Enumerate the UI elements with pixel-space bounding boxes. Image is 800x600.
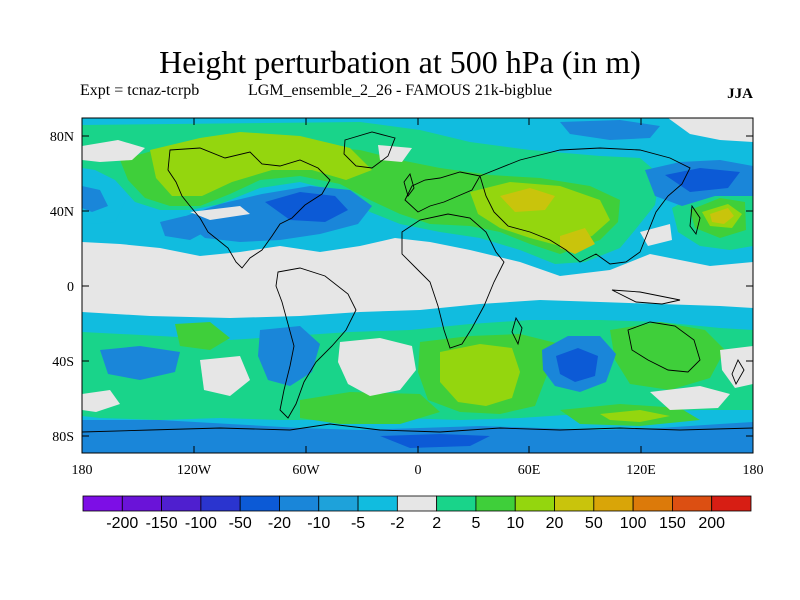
colorbar-label: 100 xyxy=(620,515,647,532)
ensemble-label: LGM_ensemble_2_26 - FAMOUS 21k-bigblue xyxy=(248,82,553,99)
latitude-axis: 80N 40N 0 40S 80S xyxy=(50,130,74,445)
lat-tick-label: 80S xyxy=(52,430,74,445)
colorbar-swatch xyxy=(514,495,555,512)
lon-tick-label: 180 xyxy=(743,463,764,478)
colorbar-swatch xyxy=(82,495,123,512)
colorbar-label: -20 xyxy=(268,515,291,532)
colorbar-swatch xyxy=(632,495,673,512)
colorbar-label: -100 xyxy=(185,515,217,532)
coastlines xyxy=(82,131,753,433)
coast-south-america xyxy=(275,267,357,419)
colorbar-label: 150 xyxy=(659,515,686,532)
polar-lows xyxy=(82,120,660,224)
colorbar-swatch xyxy=(279,495,320,512)
lat-tick-label: 40N xyxy=(50,205,74,220)
colorbar-swatch xyxy=(396,495,438,512)
lon-tick-label: 60W xyxy=(292,463,320,478)
tick-marks xyxy=(81,118,754,453)
colorbar-label: -200 xyxy=(106,515,138,532)
lat-tick-label: 0 xyxy=(67,280,74,295)
season-label: JJA xyxy=(727,86,753,102)
coast-antarctica xyxy=(82,423,753,433)
map-title: Height perturbation at 500 hPa (in m) xyxy=(159,44,641,80)
colorbar-label: 10 xyxy=(506,515,524,532)
coast-indonesia xyxy=(611,289,681,305)
north-american-low xyxy=(160,186,372,242)
colorbar-label: 50 xyxy=(585,515,603,532)
lon-tick-label: 180 xyxy=(72,463,93,478)
lon-tick-label: 60E xyxy=(518,463,541,478)
coast-europe xyxy=(404,171,481,213)
southern-lows xyxy=(82,326,753,453)
coast-japan xyxy=(689,204,701,236)
coast-new-zealand xyxy=(731,359,745,386)
coast-greenland xyxy=(343,131,396,169)
lat-tick-label: 80N xyxy=(50,130,74,145)
lon-tick-label: 120E xyxy=(626,463,656,478)
colorbar-swatch xyxy=(200,495,241,512)
colorbar-label: 2 xyxy=(432,515,441,532)
lat-tick-label: 40S xyxy=(52,355,74,370)
colorbar: -200 -150 -100 -50 -20 -10 -5 -2 2 5 10 20 50 100 150 2… xyxy=(82,495,752,532)
colorbar-swatch xyxy=(357,495,398,512)
lon-tick-label: 0 xyxy=(415,463,422,478)
colorbar-swatch xyxy=(436,495,477,512)
coast-africa xyxy=(401,213,505,349)
colorbar-label: -50 xyxy=(229,515,252,532)
siberia-low xyxy=(645,160,753,206)
colorbar-swatch xyxy=(554,495,595,512)
colorbar-label: -5 xyxy=(351,515,365,532)
colorbar-label: 200 xyxy=(698,515,725,532)
colorbar-label: -2 xyxy=(390,515,404,532)
north-gray-gaps xyxy=(82,118,753,246)
colorbar-swatch xyxy=(593,495,634,512)
map-field xyxy=(82,118,753,453)
experiment-label: Expt = tcnaz-tcrpb xyxy=(80,82,200,99)
lon-tick-label: 120W xyxy=(177,463,212,478)
colorbar-label: 5 xyxy=(471,515,480,532)
coast-asia xyxy=(479,147,691,265)
coast-north-america xyxy=(167,147,331,269)
colorbar-label: -10 xyxy=(307,515,330,532)
coast-uk xyxy=(403,173,415,197)
colorbar-swatch xyxy=(475,495,516,512)
colorbar-swatch xyxy=(121,495,162,512)
colorbar-swatch xyxy=(318,495,359,512)
colorbar-swatch xyxy=(161,495,202,512)
colorbar-label: 20 xyxy=(546,515,564,532)
colorbar-label: -150 xyxy=(146,515,178,532)
south-gray-gaps xyxy=(82,338,753,412)
coast-madagascar xyxy=(511,316,523,346)
colorbar-swatch xyxy=(672,495,713,512)
longitude-axis: 180 120W 60W 0 60E 120E 180 xyxy=(72,463,764,478)
coast-australia xyxy=(627,321,701,373)
colorbar-swatch xyxy=(711,495,752,512)
colorbar-swatch xyxy=(239,495,280,512)
